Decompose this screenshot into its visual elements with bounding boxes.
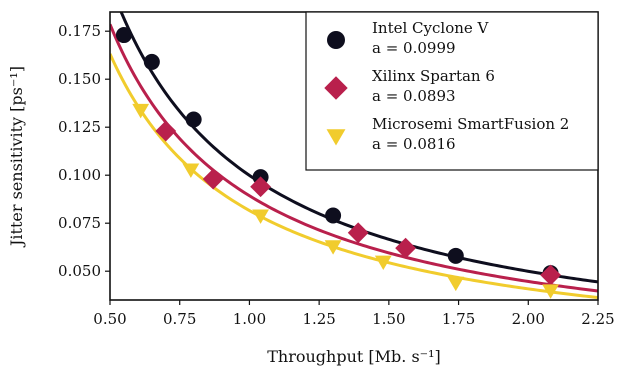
legend-fit-1: a = 0.0893 [372, 87, 456, 105]
y-tick-label: 0.175 [58, 22, 101, 40]
data-point-s0-2 [185, 111, 202, 128]
data-point-s0-4 [325, 207, 342, 224]
y-tick-label: 0.125 [58, 118, 101, 136]
data-point-s1-2 [250, 176, 271, 198]
data-point-s2-5 [447, 276, 465, 292]
data-point-s2-3 [324, 240, 342, 255]
data-point-s2-2 [252, 209, 269, 224]
data-point-s2-0 [132, 103, 150, 119]
y-tick-label: 0.100 [58, 166, 101, 184]
data-point-s2-1 [182, 163, 200, 178]
x-axis-label: Throughput [Mb. s⁻¹] [267, 347, 441, 366]
data-point-s1-5 [540, 264, 561, 286]
data-point-s0-5 [447, 247, 464, 264]
legend-fit-0: a = 0.0999 [372, 39, 456, 57]
x-tick-label: 1.25 [302, 310, 335, 328]
x-axis-ticks: 0.50 0.75 1.00 1.25 1.50 1.75 2.00 2.25 [93, 300, 615, 328]
legend-marker-1 [324, 76, 348, 100]
x-tick-label: 1.50 [372, 310, 405, 328]
x-tick-label: 1.75 [442, 310, 475, 328]
data-point-s1-1 [202, 168, 224, 190]
x-tick-label: 2.00 [512, 310, 545, 328]
data-point-s2-4 [374, 255, 392, 270]
y-tick-label: 0.050 [58, 262, 101, 280]
y-tick-label: 0.150 [58, 70, 101, 88]
legend-label-0: Intel Cyclone V [372, 19, 490, 37]
legend-frame [305, 11, 599, 171]
data-point-s0-1 [143, 53, 160, 70]
legend-marker-0 [327, 31, 345, 49]
data-points [115, 27, 561, 299]
data-point-s0-0 [115, 27, 132, 44]
data-point-s1-0 [155, 120, 177, 142]
y-tick-label: 0.075 [58, 214, 101, 232]
x-tick-label: 0.75 [163, 310, 196, 328]
data-point-s2-6 [542, 284, 559, 299]
x-tick-label: 1.00 [233, 310, 266, 328]
legend-marker-2 [326, 129, 346, 146]
y-axis-label: Jitter sensitivity [ps⁻¹] [7, 66, 26, 248]
legend-label-2: Microsemi SmartFusion 2 [372, 115, 569, 133]
x-tick-label: 0.50 [93, 310, 126, 328]
data-point-s1-3 [347, 222, 369, 244]
y-axis-ticks: 0.050 0.075 0.100 0.125 0.150 0.175 [58, 22, 110, 280]
legend: Intel Cyclone V a = 0.0999 Xilinx Spartan … [305, 11, 599, 171]
x-tick-label: 2.25 [581, 310, 614, 328]
data-point-s1-4 [395, 237, 416, 259]
fit-curve-1 [110, 23, 598, 293]
legend-fit-2: a = 0.0816 [372, 135, 456, 153]
legend-label-1: Xilinx Spartan 6 [372, 67, 495, 85]
